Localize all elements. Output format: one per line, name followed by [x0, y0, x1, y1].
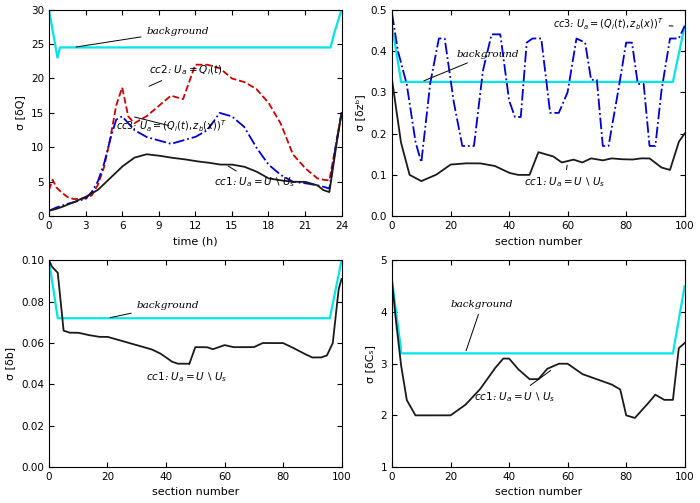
Text: $cc1$: $U_a=U\setminus U_s$: $cc1$: $U_a=U\setminus U_s$ — [524, 165, 605, 189]
Text: $cc3$: $U_a=(Q_i(t), z_b(x))^T$: $cc3$: $U_a=(Q_i(t), z_b(x))^T$ — [553, 17, 673, 32]
Text: $cc3$: $U_a=(Q_i(t), z_b(x))^T$: $cc3$: $U_a=(Q_i(t), z_b(x))^T$ — [116, 117, 227, 134]
Text: background: background — [424, 50, 519, 81]
X-axis label: section number: section number — [152, 487, 239, 497]
Text: $cc1$: $U_a=U\setminus U_s$: $cc1$: $U_a=U\setminus U_s$ — [474, 371, 555, 404]
X-axis label: time (h): time (h) — [173, 236, 218, 246]
Y-axis label: σ [δQ]: σ [δQ] — [15, 96, 25, 130]
Text: $cc1$: $U_a=U\setminus U_s$: $cc1$: $U_a=U\setminus U_s$ — [146, 364, 227, 384]
Text: background: background — [76, 27, 209, 47]
Text: background: background — [451, 300, 513, 351]
Text: $cc2$: $U_a=Q_i(t)$: $cc2$: $U_a=Q_i(t)$ — [149, 63, 223, 87]
X-axis label: section number: section number — [495, 487, 582, 497]
Y-axis label: σ [δCₛ]: σ [δCₛ] — [365, 345, 375, 383]
Text: $cc1$: $U_a=U\setminus U_s$: $cc1$: $U_a=U\setminus U_s$ — [214, 166, 295, 189]
X-axis label: section number: section number — [495, 236, 582, 246]
Text: background: background — [110, 301, 200, 318]
Y-axis label: σ [δzᵇ]: σ [δzᵇ] — [355, 95, 365, 131]
Y-axis label: σ [δb]: σ [δb] — [6, 347, 15, 380]
